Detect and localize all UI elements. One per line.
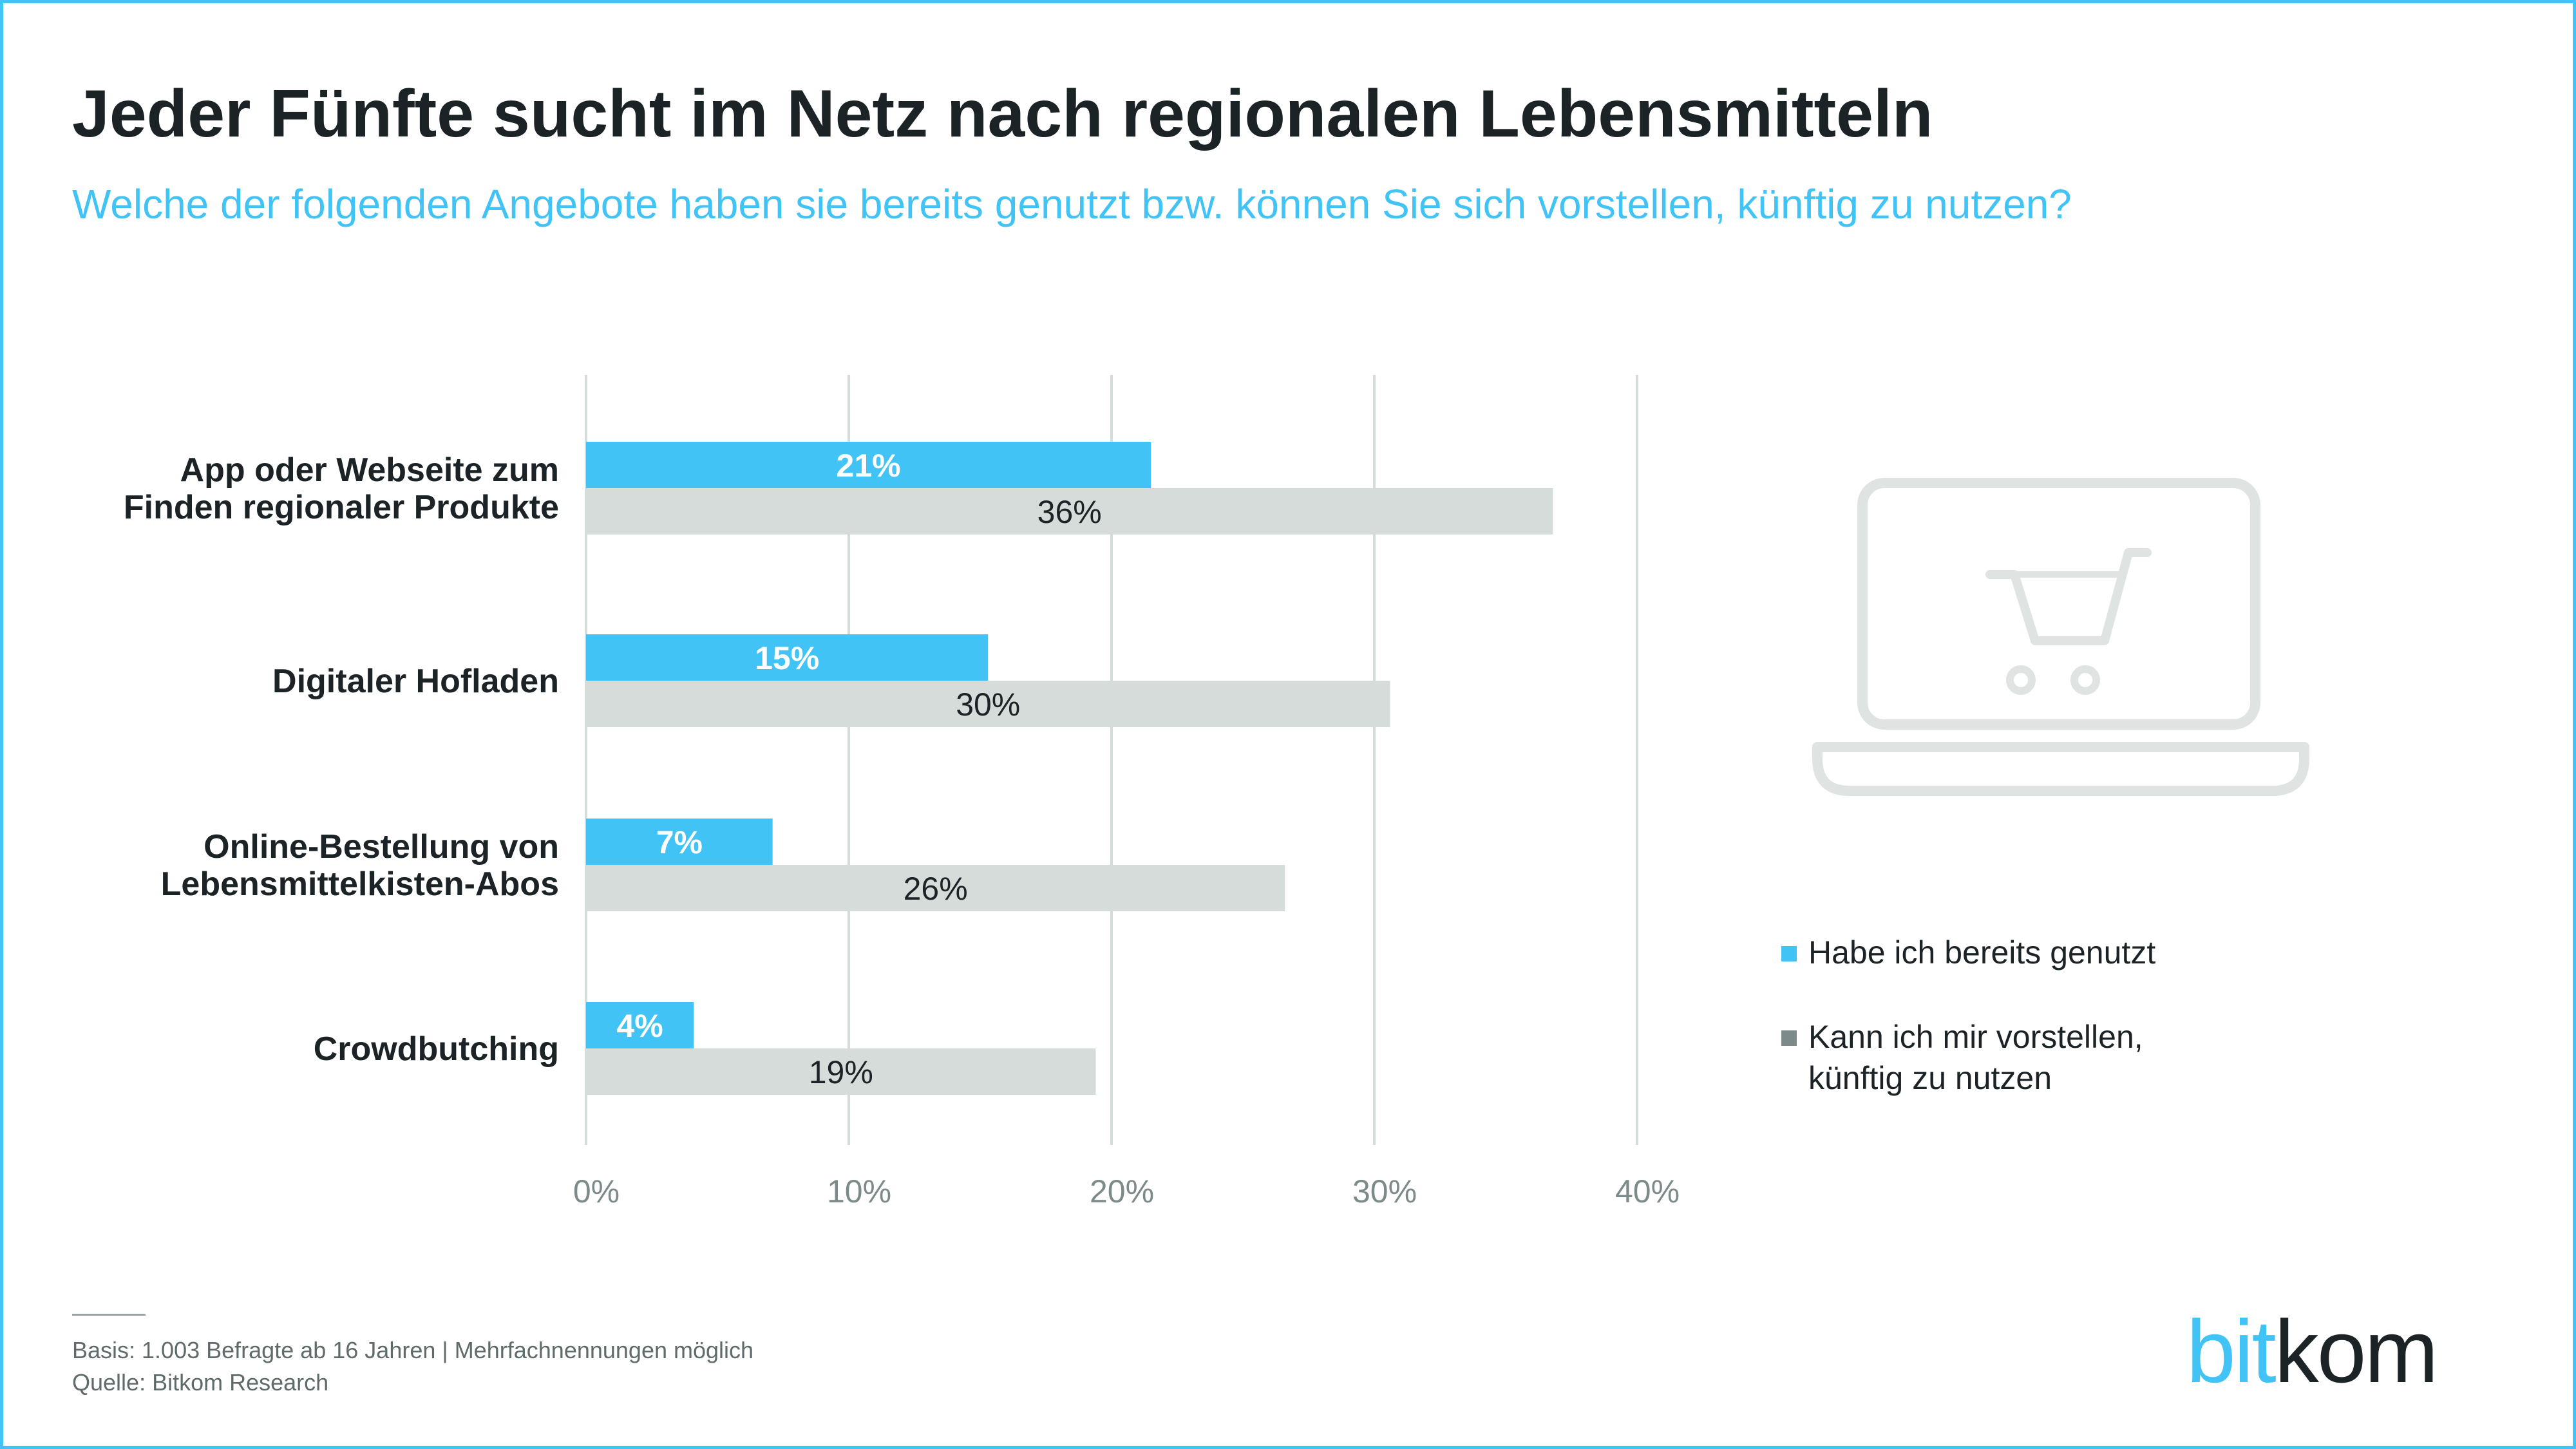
category-label: Digitaler Hofladen	[272, 663, 559, 700]
x-tick-label: 20%	[1090, 1173, 1154, 1209]
legend-item-used: Habe ich bereits genutzt	[1781, 932, 2156, 973]
bar-chart: 0% 10% 20% 30% 40% App oder Webseite zumFinde…	[124, 375, 1680, 1209]
data-label-used: 15%	[755, 640, 819, 676]
bitkom-logo: bitkom	[2186, 1307, 2438, 1396]
category-label: Crowdbutching	[314, 1030, 559, 1068]
chart-title: Jeder Fünfte sucht im Netz nach regional…	[72, 77, 1933, 151]
bar-plan	[586, 865, 1285, 911]
data-label-used: 21%	[837, 448, 901, 484]
bar-plan	[586, 488, 1553, 535]
category-label: Online-Bestellung von	[204, 828, 559, 866]
legend-item-plan: Kann ich mir vorstellen, künftig zu nutz…	[1781, 1016, 2143, 1099]
legend-label-used: Habe ich bereits genutzt	[1808, 934, 2156, 971]
bar-used	[586, 442, 1151, 488]
legend-label-plan-line1: Kann ich mir vorstellen,	[1808, 1019, 2143, 1055]
footer-source: Quelle: Bitkom Research	[72, 1369, 329, 1396]
footer-basis: Basis: 1.003 Befragte ab 16 Jahren | Meh…	[72, 1337, 754, 1363]
x-tick-label: 30%	[1352, 1173, 1417, 1209]
bar-used	[586, 819, 773, 865]
data-label-plan: 30%	[956, 687, 1020, 723]
legend-label-plan-line2: künftig zu nutzen	[1808, 1060, 2052, 1096]
x-tick-label: 10%	[827, 1173, 891, 1209]
category-label: App oder Webseite zum	[180, 451, 559, 489]
bar-used	[586, 1002, 694, 1048]
data-label-used: 4%	[617, 1008, 663, 1044]
footer-divider	[72, 1314, 146, 1316]
data-label-plan: 36%	[1037, 494, 1102, 530]
laptop-shopping-cart-icon	[1812, 478, 2309, 796]
logo-part-kom: kom	[2274, 1302, 2439, 1401]
data-label-used: 7%	[656, 824, 703, 860]
bar-plan	[586, 681, 1390, 727]
bar-plan	[586, 1048, 1096, 1095]
legend-swatch-plan	[1781, 1030, 1797, 1046]
x-tick-label: 0%	[573, 1173, 620, 1209]
legend-swatch-used	[1781, 946, 1797, 961]
logo-part-bit: bit	[2186, 1302, 2277, 1401]
bar-used	[586, 634, 989, 681]
data-label-plan: 19%	[809, 1054, 873, 1090]
chart-subtitle: Welche der folgenden Angebote haben sie …	[72, 181, 2072, 227]
x-tick-label: 40%	[1615, 1173, 1680, 1209]
category-label: Lebensmittelkisten-Abos	[161, 866, 559, 903]
footer: Basis: 1.003 Befragte ab 16 Jahren | Meh…	[72, 1334, 753, 1399]
category-label: Finden regionaler Produkte	[124, 489, 559, 526]
data-label-plan: 26%	[904, 871, 968, 907]
